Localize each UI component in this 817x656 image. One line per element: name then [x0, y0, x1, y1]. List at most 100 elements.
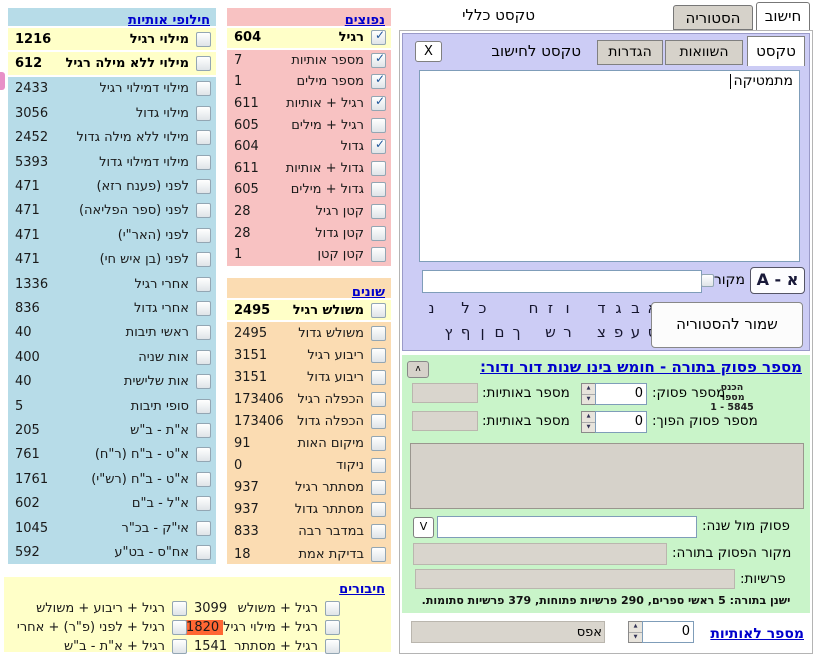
row-checkbox[interactable]: [172, 620, 187, 635]
row-checkbox[interactable]: [196, 325, 211, 341]
row-checkbox[interactable]: [196, 105, 211, 121]
row-checkbox[interactable]: [371, 347, 386, 363]
row-checkbox[interactable]: [371, 182, 386, 198]
row-checkbox[interactable]: [196, 496, 211, 512]
letter-key[interactable]: ץ: [444, 323, 453, 341]
row-checkbox[interactable]: [172, 601, 187, 616]
row-checkbox[interactable]: [371, 28, 386, 46]
row-checkbox[interactable]: [196, 544, 211, 560]
panel-various-title[interactable]: שונים: [351, 285, 385, 300]
row-checkbox[interactable]: [196, 227, 211, 243]
row-checkbox[interactable]: [196, 349, 211, 365]
row-checkbox[interactable]: [325, 601, 340, 616]
close-button[interactable]: X: [415, 41, 442, 62]
row-checkbox[interactable]: [371, 369, 386, 385]
row-checkbox[interactable]: [196, 203, 211, 219]
panel-combinations-title[interactable]: חיבורים: [339, 582, 385, 597]
hebrew-latin-toggle-button[interactable]: A - א: [750, 267, 805, 294]
letter-key[interactable]: ם: [494, 323, 505, 341]
save-to-history-button[interactable]: שמור להסטוריה: [651, 302, 803, 348]
row-checkbox[interactable]: [196, 252, 211, 268]
row-checkbox[interactable]: [371, 480, 386, 496]
letter-key[interactable]: צ: [597, 323, 606, 341]
row-checkbox[interactable]: [371, 414, 386, 430]
tab-settings[interactable]: הגדרות: [597, 40, 663, 65]
panel-splitter-handle[interactable]: [0, 72, 5, 90]
row-checkbox[interactable]: [371, 247, 386, 263]
letter-key[interactable]: נ: [428, 299, 435, 317]
letter-key[interactable]: ד: [597, 299, 606, 317]
tab-calculation[interactable]: חישוב: [756, 2, 810, 30]
letter-key[interactable]: ג: [615, 299, 622, 317]
row-checkbox[interactable]: [196, 398, 211, 414]
row-checkbox[interactable]: [371, 204, 386, 220]
row-checkbox[interactable]: [196, 300, 211, 316]
letter-key[interactable]: ז: [547, 299, 554, 317]
letter-key[interactable]: ל: [461, 299, 470, 317]
letter-key[interactable]: ש: [545, 323, 556, 341]
row-checkbox[interactable]: [196, 374, 211, 390]
letter-key[interactable]: פ: [613, 323, 624, 341]
row-checkbox[interactable]: [371, 391, 386, 407]
row-checkbox[interactable]: [196, 422, 211, 438]
spin-up-button[interactable]: ▲: [582, 412, 595, 423]
letter-key[interactable]: ך: [512, 323, 521, 341]
tab-text[interactable]: טקסט: [747, 36, 805, 66]
row-checkbox[interactable]: [196, 81, 211, 97]
row-checkbox[interactable]: [371, 302, 386, 318]
spin-down-button[interactable]: ▼: [582, 394, 595, 404]
row-checkbox[interactable]: [371, 325, 386, 341]
row-checkbox[interactable]: [371, 502, 386, 518]
row-checkbox[interactable]: [325, 639, 340, 654]
row-checkbox[interactable]: [196, 130, 211, 146]
row-checkbox[interactable]: [371, 160, 386, 176]
letter-key[interactable]: ו: [565, 299, 570, 317]
letter-key[interactable]: ב: [631, 299, 640, 317]
row-checkbox[interactable]: [371, 51, 386, 68]
letter-key[interactable]: ן: [480, 323, 485, 341]
row-checkbox[interactable]: [371, 72, 386, 90]
row-checkbox[interactable]: [371, 458, 386, 474]
row-checkbox[interactable]: [371, 117, 386, 133]
letter-key[interactable]: ח: [528, 299, 539, 317]
row-checkbox[interactable]: [196, 276, 211, 292]
v-button[interactable]: V: [413, 517, 434, 538]
row-checkbox[interactable]: [196, 520, 211, 536]
row-checkbox[interactable]: [196, 31, 211, 47]
source-checkbox[interactable]: [701, 274, 714, 287]
row-checkbox[interactable]: [371, 524, 386, 540]
row-checkbox[interactable]: [196, 154, 211, 170]
row-checkbox[interactable]: [371, 546, 386, 562]
row-checkbox[interactable]: [371, 94, 386, 112]
source-input[interactable]: [422, 270, 702, 293]
spin-up-button[interactable]: ▲: [582, 384, 595, 395]
number-to-letters-link[interactable]: מספר לאותיות: [710, 626, 804, 642]
letter-key[interactable]: ף: [460, 323, 471, 341]
row-checkbox[interactable]: [196, 447, 211, 463]
letter-key[interactable]: ר: [563, 323, 572, 341]
collapse-button[interactable]: ʌ: [407, 361, 429, 378]
tab-comparisons[interactable]: השוואות: [665, 40, 743, 65]
row-checkbox[interactable]: [371, 436, 386, 452]
tab-history[interactable]: הסטוריה: [673, 5, 753, 30]
row-checkbox[interactable]: [371, 137, 386, 155]
spin-up-button[interactable]: ▲: [629, 622, 642, 633]
row-checkbox[interactable]: [371, 225, 386, 241]
spin-down-button[interactable]: ▼: [629, 632, 642, 642]
row-checkbox[interactable]: [196, 471, 211, 487]
row-checkbox[interactable]: [325, 620, 340, 635]
row-checkbox[interactable]: [196, 56, 211, 72]
row-checkbox[interactable]: [196, 179, 211, 195]
reverse-verse-value[interactable]: 0: [595, 411, 647, 433]
panel-letter-exchanges-title[interactable]: חילופי אותיות: [128, 13, 210, 28]
verse-panel-title[interactable]: מספר פסוק בתורה - חומש בינו שנות דור ודו…: [480, 358, 802, 376]
row-checkbox[interactable]: [172, 639, 187, 654]
letter-key[interactable]: כ: [478, 299, 487, 317]
number-to-letters-value[interactable]: 0: [642, 621, 694, 643]
letter-key[interactable]: ע: [630, 323, 641, 341]
verse-number-value[interactable]: 0: [595, 383, 647, 405]
spin-down-button[interactable]: ▼: [582, 422, 595, 432]
calc-text-input[interactable]: מתמטיקה: [419, 70, 800, 262]
panel-common-title[interactable]: נפוצים: [344, 13, 385, 28]
verse-vs-year-input[interactable]: [437, 516, 697, 538]
